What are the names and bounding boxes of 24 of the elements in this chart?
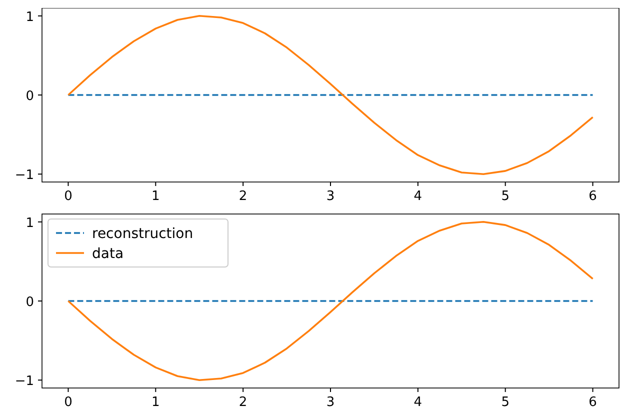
x-tick-label: 0 (64, 189, 72, 204)
x-tick-label: 3 (326, 395, 335, 410)
x-tick-label: 6 (588, 189, 597, 204)
x-tick-label: 5 (501, 189, 510, 204)
x-tick-label: 2 (238, 189, 248, 204)
legend-label: reconstruction (92, 226, 194, 242)
y-tick-label: 1 (26, 10, 34, 25)
x-tick-label: 1 (152, 395, 160, 410)
x-tick-label: 0 (64, 395, 72, 410)
y-tick-label: −1 (14, 374, 34, 390)
x-tick-label: 4 (414, 395, 422, 410)
x-tick-label: 6 (588, 395, 597, 410)
y-tick-label: 1 (26, 216, 34, 231)
y-tick-label: 0 (26, 295, 34, 310)
legend-label: data (92, 246, 124, 262)
x-tick-label: 2 (238, 395, 248, 410)
y-tick-label: −1 (14, 168, 34, 184)
x-tick-label: 4 (414, 189, 422, 204)
x-tick-label: 5 (501, 395, 510, 410)
y-tick-label: 0 (26, 89, 34, 104)
x-tick-label: 3 (326, 189, 335, 204)
x-tick-label: 1 (152, 189, 160, 204)
line-series (67, 221, 594, 381)
line-series (67, 15, 594, 175)
